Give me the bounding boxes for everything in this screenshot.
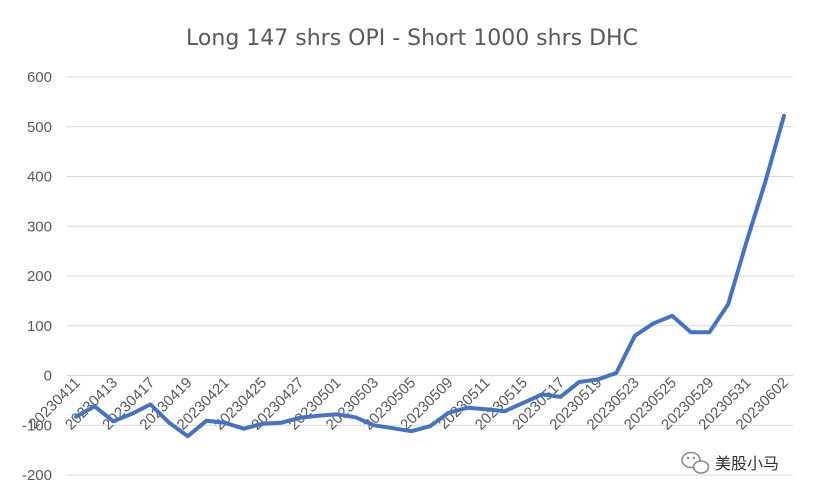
watermark: 美股小马 bbox=[681, 451, 779, 474]
y-tick-label: 500 bbox=[27, 119, 52, 136]
watermark-text: 美股小马 bbox=[715, 454, 779, 473]
y-tick-label: -200 bbox=[22, 467, 52, 484]
y-tick-label: 100 bbox=[27, 318, 52, 335]
chart-title: Long 147 shrs OPI - Short 1000 shrs DHC bbox=[186, 26, 638, 51]
series-group bbox=[74, 113, 786, 439]
y-tick-label: 600 bbox=[27, 69, 52, 86]
y-tick-label: 0 bbox=[44, 368, 52, 385]
y-tick-label: -100 bbox=[22, 417, 52, 434]
y-tick-label: 300 bbox=[27, 218, 52, 235]
y-axis-tick-labels: 600 500 400 300 200 100 0 -100 -200 bbox=[22, 69, 52, 484]
y-tick-label: 400 bbox=[27, 169, 52, 186]
gridlines bbox=[66, 76, 793, 476]
wechat-icon bbox=[681, 451, 710, 474]
y-tick-label: 200 bbox=[27, 268, 52, 285]
